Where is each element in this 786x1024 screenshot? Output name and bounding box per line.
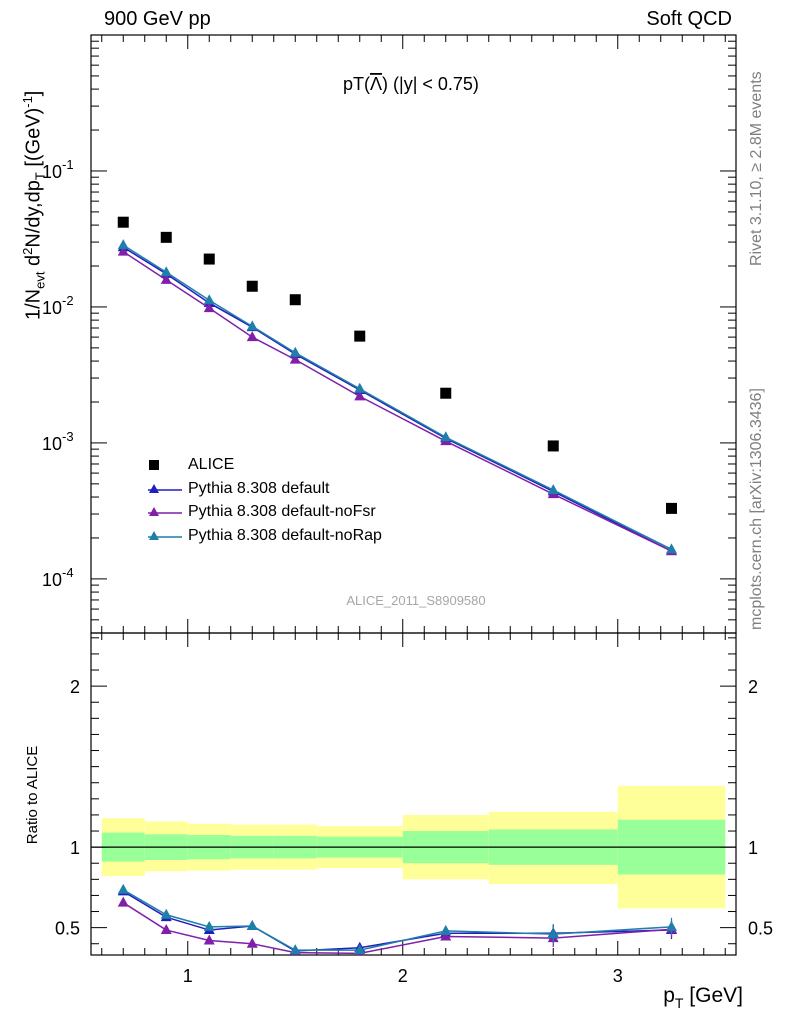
y-tick-label: 10-1	[42, 157, 74, 182]
ratio-tick-label-right: 2	[748, 677, 758, 697]
alice-data-point	[440, 387, 452, 399]
x-axis-label: pT [GeV]	[663, 984, 743, 1011]
tick-labels: 1 2 3 10-1 10-2 10-3 10-4 0.5 0.5 1 1 2 2	[42, 157, 773, 986]
plot-title-main: pT(	[343, 74, 370, 94]
ratio-uncertainty-bands	[91, 785, 736, 909]
ratio-line	[122, 889, 672, 951]
plot-title: pT(Λ) (|y| < 0.75)	[343, 74, 479, 94]
y-tick-label: 10-2	[42, 293, 74, 318]
legend-label: Pythia 8.308 default-noRap	[188, 526, 382, 544]
series-0	[117, 216, 677, 514]
series-marker	[289, 353, 301, 364]
legend-label: Pythia 8.308 default	[188, 479, 330, 497]
y-tick-label: 10-3	[42, 429, 74, 454]
ratio-tick-label-left: 0.5	[55, 919, 80, 939]
legend-square-marker	[149, 460, 159, 470]
ratio-marker	[203, 920, 215, 931]
ratio-panel-frame	[90, 632, 737, 956]
ratio-marker	[203, 934, 215, 945]
mcplots-side-label: mcplots.cern.ch [arXiv:1306.3436]	[748, 388, 765, 630]
alice-data-point	[666, 502, 677, 514]
ratio-marker	[246, 920, 258, 931]
ratio-tick-label-right: 1	[748, 838, 758, 858]
legend-triangle-marker	[148, 483, 182, 493]
ratio-marker	[289, 944, 301, 955]
series-marker	[203, 302, 215, 313]
series-3	[117, 239, 677, 955]
alice-data-point	[354, 330, 366, 342]
plot-title-tail: ) (|y| < 0.75)	[382, 74, 479, 94]
y-tick-label: 10-4	[42, 565, 74, 590]
alice-data-point	[289, 294, 301, 306]
series-marker	[289, 346, 301, 357]
ratio-marker	[440, 924, 452, 935]
plot-title-symbol: Λ	[370, 74, 382, 94]
series-marker	[547, 484, 559, 495]
watermark: ALICE_2011_S8909580	[346, 593, 485, 608]
ratio-marker	[160, 924, 172, 935]
alice-data-point	[160, 231, 172, 243]
ratio-marker	[117, 896, 129, 907]
series-marker	[160, 266, 172, 277]
ratio-marker	[117, 883, 129, 894]
ratio-tick-label-left: 1	[70, 838, 80, 858]
header-left-label: 900 GeV pp	[104, 8, 211, 30]
ratio-marker	[440, 930, 452, 941]
ratio-marker	[246, 937, 258, 948]
main-y-axis-label: 1/Nevt d2N/dy,dpT [(GeV)-1]	[20, 90, 48, 320]
x-tick-label: 1	[183, 966, 193, 986]
series-marker	[117, 245, 129, 256]
alice-data-point	[117, 216, 129, 228]
legend-triangle-marker	[148, 507, 182, 516]
series-marker	[354, 382, 366, 393]
ratio-marker	[354, 944, 366, 955]
series-marker	[666, 543, 677, 554]
x-tick-label: 3	[613, 966, 623, 986]
ratio-series-1	[117, 885, 677, 955]
series-marker	[203, 294, 215, 305]
legend-label: ALICE	[188, 456, 235, 473]
alice-data-point	[246, 280, 258, 292]
alice-data-point	[203, 253, 215, 265]
series-marker	[354, 390, 366, 401]
legend-label: Pythia 8.308 default-noFsr	[188, 503, 376, 520]
ratio-marker	[160, 908, 172, 919]
header-right-label: Soft QCD	[646, 8, 732, 30]
series-layer	[117, 216, 677, 955]
series-marker	[160, 273, 172, 284]
legend-triangle-marker	[148, 530, 182, 540]
rivet-side-label: Rivet 3.1.10, ≥ 2.8M events	[748, 71, 765, 266]
ratio-tick-label-left: 2	[70, 677, 80, 697]
series-marker	[117, 239, 129, 250]
ratio-series-3	[117, 883, 677, 955]
series-marker	[246, 331, 258, 342]
series-marker	[440, 431, 452, 442]
alice-data-point	[547, 440, 559, 452]
x-tick-label: 2	[398, 966, 408, 986]
ratio-y-axis-label: Ratio to ALICE	[24, 746, 41, 844]
axis-ticks	[91, 34, 736, 955]
ratio-tick-label-right: 0.5	[748, 919, 773, 939]
series-marker	[246, 320, 258, 331]
ratio-frame-rect	[90, 632, 737, 956]
band-group	[91, 785, 736, 909]
